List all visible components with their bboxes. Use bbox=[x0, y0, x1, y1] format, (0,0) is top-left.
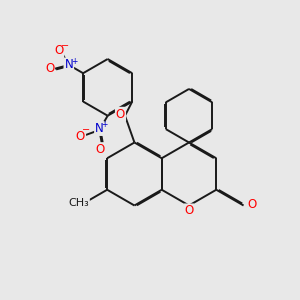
Text: O: O bbox=[45, 62, 54, 75]
Text: O: O bbox=[184, 204, 194, 218]
Text: O: O bbox=[54, 44, 63, 58]
Text: O: O bbox=[116, 108, 125, 121]
Text: O: O bbox=[96, 143, 105, 156]
Text: O: O bbox=[247, 197, 256, 211]
Text: −: − bbox=[61, 41, 69, 51]
Text: −: − bbox=[82, 124, 90, 134]
Text: CH₃: CH₃ bbox=[68, 198, 89, 208]
Text: O: O bbox=[76, 130, 85, 143]
Text: N: N bbox=[64, 58, 73, 71]
Text: N: N bbox=[95, 122, 104, 135]
Text: +: + bbox=[71, 57, 77, 66]
Text: +: + bbox=[102, 120, 108, 129]
